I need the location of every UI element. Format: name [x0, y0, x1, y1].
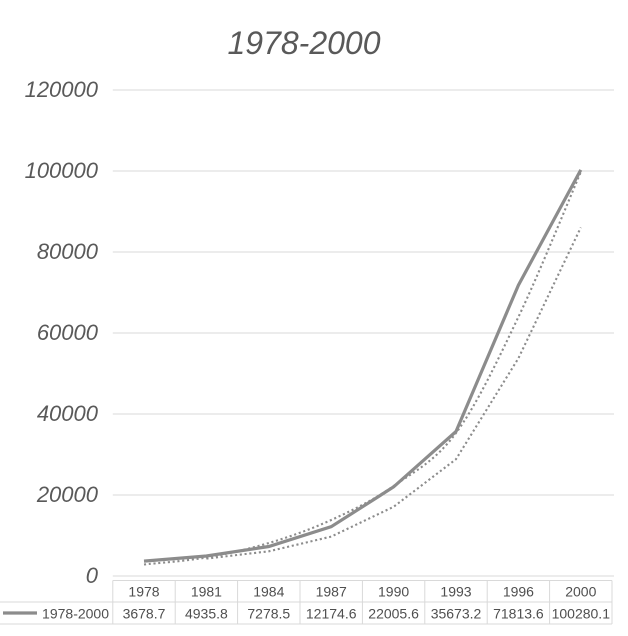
svg-text:100280.1: 100280.1: [552, 606, 611, 622]
svg-text:60000: 60000: [37, 320, 99, 345]
svg-text:100000: 100000: [25, 158, 99, 183]
svg-text:40000: 40000: [37, 401, 99, 426]
svg-text:0: 0: [86, 563, 99, 588]
svg-text:4935.8: 4935.8: [185, 606, 228, 622]
svg-text:20000: 20000: [36, 482, 99, 507]
svg-text:1987: 1987: [316, 584, 347, 600]
svg-text:7278.5: 7278.5: [247, 606, 290, 622]
svg-text:22005.6: 22005.6: [368, 606, 419, 622]
svg-text:1990: 1990: [378, 584, 409, 600]
svg-text:3678.7: 3678.7: [123, 606, 166, 622]
svg-text:1978-2000: 1978-2000: [42, 606, 109, 622]
svg-text:12174.6: 12174.6: [306, 606, 357, 622]
svg-text:80000: 80000: [37, 239, 99, 264]
svg-text:71813.6: 71813.6: [493, 606, 544, 622]
svg-text:120000: 120000: [25, 77, 99, 102]
svg-text:2000: 2000: [565, 584, 596, 600]
svg-text:1978-2000: 1978-2000: [227, 25, 380, 61]
svg-text:1984: 1984: [253, 584, 284, 600]
svg-text:35673.2: 35673.2: [431, 606, 482, 622]
svg-text:1978: 1978: [128, 584, 159, 600]
svg-text:1993: 1993: [440, 584, 471, 600]
svg-text:1996: 1996: [503, 584, 534, 600]
svg-text:1981: 1981: [191, 584, 222, 600]
